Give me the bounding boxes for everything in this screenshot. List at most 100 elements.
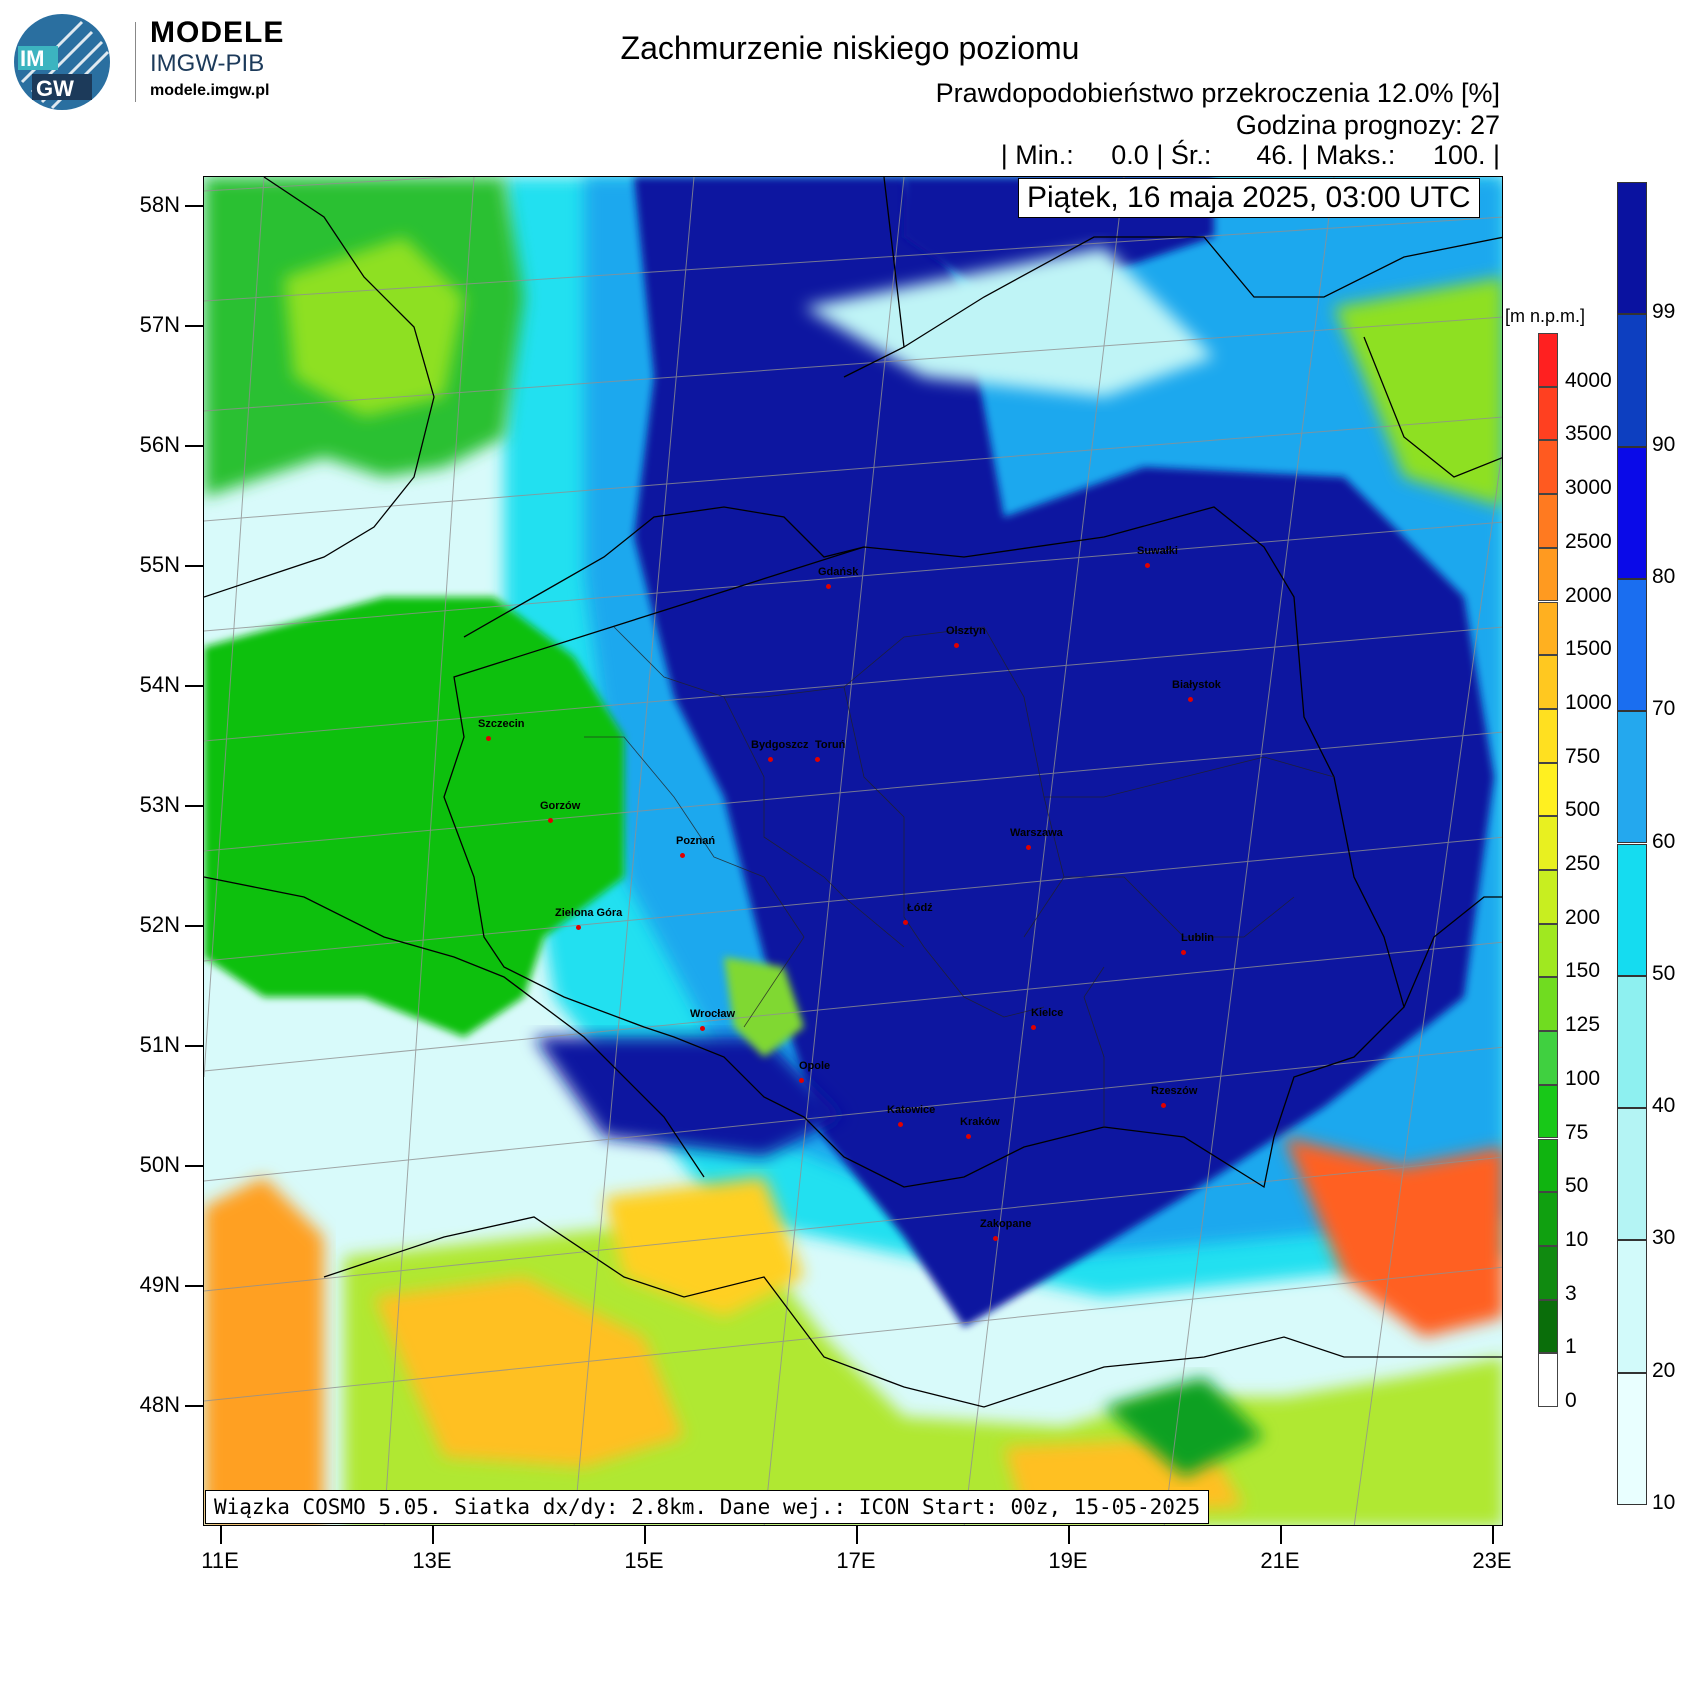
lat-label-58N: 58N xyxy=(139,192,180,217)
cloud-legend-swatch xyxy=(1617,975,1647,1109)
forecast-date-box: Piątek, 16 maja 2025, 03:00 UTC xyxy=(1018,178,1480,218)
lat-tick-50N xyxy=(185,1165,203,1167)
altitude-legend-unit: [m n.p.m.] xyxy=(1505,306,1586,326)
brand-divider xyxy=(135,22,136,102)
city-label-lodz: Łódź xyxy=(907,902,933,914)
altitude-legend-label: 50 xyxy=(1565,1174,1589,1198)
altitude-legend-label: 2000 xyxy=(1565,583,1612,607)
city-label-rzeszow: Rzeszów xyxy=(1151,1085,1198,1097)
lat-label-48N: 48N xyxy=(139,1392,180,1417)
altitude-legend-label: 250 xyxy=(1565,852,1601,875)
city-dot-gorzow xyxy=(548,818,553,823)
city-label-bydgoszcz: Bydgoszcz xyxy=(751,739,809,751)
altitude-legend-label: 150 xyxy=(1565,959,1601,983)
city-label-kielce: Kielce xyxy=(1031,1007,1064,1019)
altitude-legend-swatch xyxy=(1538,870,1558,924)
altitude-legend-swatch xyxy=(1538,386,1558,441)
city-dot-szczecin xyxy=(486,736,491,741)
altitude-legend-swatch xyxy=(1538,494,1558,548)
altitude-legend-label: 3500 xyxy=(1565,422,1612,446)
cloud-legend-swatch xyxy=(1617,843,1647,976)
city-dot-lodz xyxy=(903,920,908,925)
lat-tick-55N xyxy=(185,565,203,567)
imgw-logo: IM GW xyxy=(14,14,110,110)
city-dot-krakow xyxy=(966,1134,971,1139)
city-dot-wroclaw xyxy=(700,1026,705,1031)
city-dot-gdansk xyxy=(826,584,831,589)
city-label-warszawa: Warszawa xyxy=(1010,827,1063,839)
cloud-legend-label: 50 xyxy=(1652,961,1676,985)
altitude-legend-label: 100 xyxy=(1565,1066,1601,1090)
cloud-legend-label: 99 xyxy=(1652,300,1676,324)
altitude-legend-label: 75 xyxy=(1565,1120,1589,1144)
city-dot-zielona-gora xyxy=(576,925,581,930)
brand-url[interactable]: modele.imgw.pl xyxy=(150,82,270,99)
city-label-torun: Toruń xyxy=(815,739,846,751)
altitude-legend-swatch xyxy=(1538,1299,1558,1354)
map-subtitle: Prawdopodobieństwo przekroczenia 12.0% [… xyxy=(935,78,1500,108)
lat-label-49N: 49N xyxy=(139,1272,180,1297)
map-area xyxy=(203,176,1503,1526)
cloud-legend-label: 30 xyxy=(1652,1226,1676,1250)
city-label-zakopane: Zakopane xyxy=(980,1218,1032,1230)
cloud-legend-swatch xyxy=(1617,1372,1647,1505)
city-dot-olsztyn xyxy=(954,643,959,648)
city-label-opole: Opole xyxy=(799,1060,831,1072)
lon-label-13E: 13E xyxy=(412,1548,452,1573)
forecast-hour: Godzina prognozy: 27 xyxy=(1235,110,1500,140)
brand-subtitle: IMGW-PIB xyxy=(150,50,265,77)
city-label-szczecin: Szczecin xyxy=(478,718,525,730)
city-label-poznan: Poznań xyxy=(676,835,716,847)
cloud-legend-swatch xyxy=(1617,1240,1647,1373)
svg-text:IM: IM xyxy=(20,46,44,71)
lon-label-17E: 17E xyxy=(836,1548,876,1573)
city-dot-rzeszow xyxy=(1161,1103,1166,1108)
lon-tick-13E xyxy=(432,1526,434,1544)
lon-label-11E: 11E xyxy=(201,1548,239,1573)
lat-label-53N: 53N xyxy=(139,792,180,817)
lat-label-54N: 54N xyxy=(139,672,180,697)
altitude-legend-label: 750 xyxy=(1565,744,1601,768)
altitude-legend-swatch xyxy=(1538,762,1558,817)
altitude-legend-swatch xyxy=(1538,708,1558,763)
altitude-legend-swatch xyxy=(1538,1138,1558,1193)
cloud-legend-label: 40 xyxy=(1652,1094,1676,1118)
cloud-legend-label: 10 xyxy=(1652,1491,1676,1514)
city-dot-kielce xyxy=(1031,1025,1036,1030)
city-label-gdansk: Gdańsk xyxy=(818,566,859,578)
altitude-legend-swatch xyxy=(1538,923,1558,978)
city-label-lublin: Lublin xyxy=(1181,932,1214,944)
lat-label-56N: 56N xyxy=(139,432,180,457)
altitude-legend-label: 3000 xyxy=(1565,476,1612,500)
altitude-legend-label: 1 xyxy=(1565,1335,1577,1359)
cloud-legend-label: 80 xyxy=(1652,564,1676,588)
lon-tick-15E xyxy=(644,1526,646,1544)
lon-label-19E: 19E xyxy=(1048,1548,1088,1573)
brand-title: MODELE xyxy=(150,16,285,49)
altitude-legend-label: 4000 xyxy=(1565,368,1612,392)
lon-tick-11E xyxy=(220,1526,222,1544)
altitude-legend-swatch xyxy=(1538,1353,1558,1407)
lat-tick-57N xyxy=(185,325,203,327)
altitude-legend-label: 10 xyxy=(1565,1227,1589,1251)
altitude-legend-label: 2500 xyxy=(1565,529,1612,553)
altitude-legend-swatch xyxy=(1538,816,1558,870)
city-label-gorzow: Gorzów xyxy=(540,800,581,812)
svg-text:GW: GW xyxy=(36,76,74,101)
city-label-suwalki: Suwałki xyxy=(1137,545,1178,557)
city-dot-zakopane xyxy=(993,1236,998,1241)
cloud-legend-swatch xyxy=(1617,182,1647,315)
city-dot-bydgoszcz xyxy=(768,757,773,762)
altitude-legend-swatch xyxy=(1538,1245,1558,1300)
altitude-legend-label: 125 xyxy=(1565,1013,1601,1037)
city-dot-lublin xyxy=(1181,950,1186,955)
lat-tick-52N xyxy=(185,925,203,927)
altitude-legend-label: 1000 xyxy=(1565,690,1612,714)
lat-label-52N: 52N xyxy=(139,912,180,937)
city-dot-opole xyxy=(799,1078,804,1083)
city-dot-katowice xyxy=(898,1122,903,1127)
model-info-box: Wiązka COSMO 5.05. Siatka dx/dy: 2.8km. … xyxy=(205,1490,1210,1524)
lon-label-23E: 23E xyxy=(1472,1548,1512,1573)
lat-label-50N: 50N xyxy=(139,1152,180,1177)
altitude-legend-swatch xyxy=(1538,440,1558,495)
